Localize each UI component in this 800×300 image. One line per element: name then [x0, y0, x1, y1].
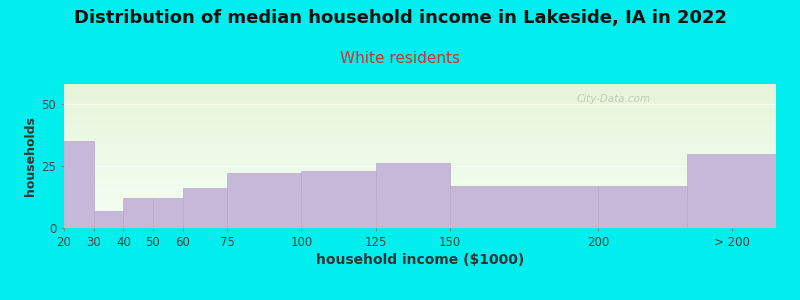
Bar [598, 186, 687, 228]
Bar [302, 171, 375, 228]
Bar [182, 188, 227, 228]
Bar [123, 198, 153, 228]
Bar [227, 173, 302, 228]
X-axis label: household income ($1000): household income ($1000) [316, 253, 524, 267]
Bar [687, 154, 776, 228]
Bar [64, 141, 94, 228]
Text: Distribution of median household income in Lakeside, IA in 2022: Distribution of median household income … [74, 9, 726, 27]
Y-axis label: households: households [24, 116, 38, 196]
Text: White residents: White residents [340, 51, 460, 66]
Bar [94, 211, 123, 228]
Bar [375, 164, 450, 228]
Text: City-Data.com: City-Data.com [577, 94, 650, 104]
Bar [153, 198, 182, 228]
Bar [450, 186, 598, 228]
